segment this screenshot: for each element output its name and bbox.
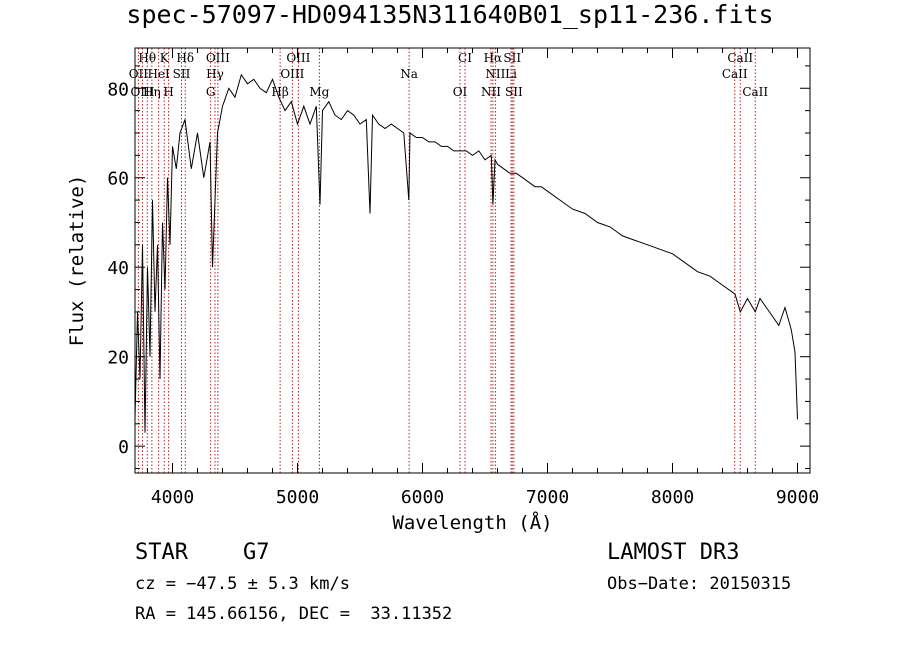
- y-tick-label: 0: [118, 437, 129, 458]
- x-tick-label: 9000: [776, 487, 819, 508]
- line-marker-label: Na: [400, 67, 418, 81]
- y-tick-label: 60: [107, 169, 129, 190]
- line-marker-label: OII: [129, 67, 149, 81]
- line-marker-label: CaII: [742, 85, 768, 99]
- line-marker-label: H: [163, 85, 173, 99]
- line-marker-label: Mg: [309, 85, 329, 99]
- plot-frame: [134, 47, 811, 474]
- line-marker-label: Hγ: [206, 67, 224, 81]
- line-marker-label: G: [206, 85, 216, 99]
- line-marker-label: Hη: [143, 85, 161, 99]
- x-tick-label: 4000: [151, 487, 194, 508]
- y-axis-label: Flux (relative): [66, 175, 88, 347]
- line-marker-label: CaII: [727, 51, 753, 65]
- line-marker-label: CaII: [722, 67, 748, 81]
- line-markers: [137, 48, 756, 473]
- chart-title: spec-57097-HD094135N311640B01_sp11-236.f…: [126, 0, 774, 29]
- line-marker-label: OIII: [280, 67, 304, 81]
- flux-series-line: [134, 73, 798, 433]
- line-marker-label: Hβ: [271, 85, 288, 99]
- line-marker-label: HeI: [147, 67, 170, 81]
- observation-date: Obs−Date: 20150315: [607, 574, 792, 594]
- x-tick-label: 8000: [651, 487, 694, 508]
- y-tick-label: 40: [107, 258, 129, 279]
- x-tick-label: 5000: [276, 487, 319, 508]
- line-marker-label: SII: [503, 51, 521, 65]
- x-axis-label: Wavelength (Å): [392, 511, 552, 534]
- survey-name: LAMOST DR3: [607, 540, 740, 565]
- coordinates: RA = 145.66156, DEC = 33.11352: [135, 604, 453, 624]
- x-tick-label: 6000: [401, 487, 444, 508]
- object-class: STAR: [135, 540, 188, 565]
- line-marker-label: OIII: [206, 51, 230, 65]
- object-subclass: G7: [243, 540, 270, 565]
- line-marker-label: SII: [505, 85, 523, 99]
- redshift-cz: cz = −47.5 ± 5.3 km/s: [135, 574, 350, 594]
- line-marker-label: K: [160, 51, 170, 65]
- line-marker-label: CI: [458, 51, 472, 65]
- line-marker-label: Hα: [484, 51, 503, 65]
- line-marker-label: NII: [481, 85, 501, 99]
- line-marker-label: Hθ: [138, 51, 156, 65]
- line-marker-label: Hδ: [176, 51, 194, 65]
- x-tick-label: 7000: [526, 487, 569, 508]
- line-marker-label: OI: [453, 85, 468, 99]
- line-marker-label: NII: [485, 67, 505, 81]
- line-marker-label: Li: [505, 67, 517, 81]
- axis-ticks: 4000 5000 6000 7000 8000 9000 0 20 40 60 80: [107, 48, 819, 508]
- y-tick-label: 20: [107, 348, 129, 369]
- line-marker-label: SII: [173, 67, 191, 81]
- y-tick-label: 80: [107, 79, 129, 100]
- line-marker-label: OIII: [286, 51, 310, 65]
